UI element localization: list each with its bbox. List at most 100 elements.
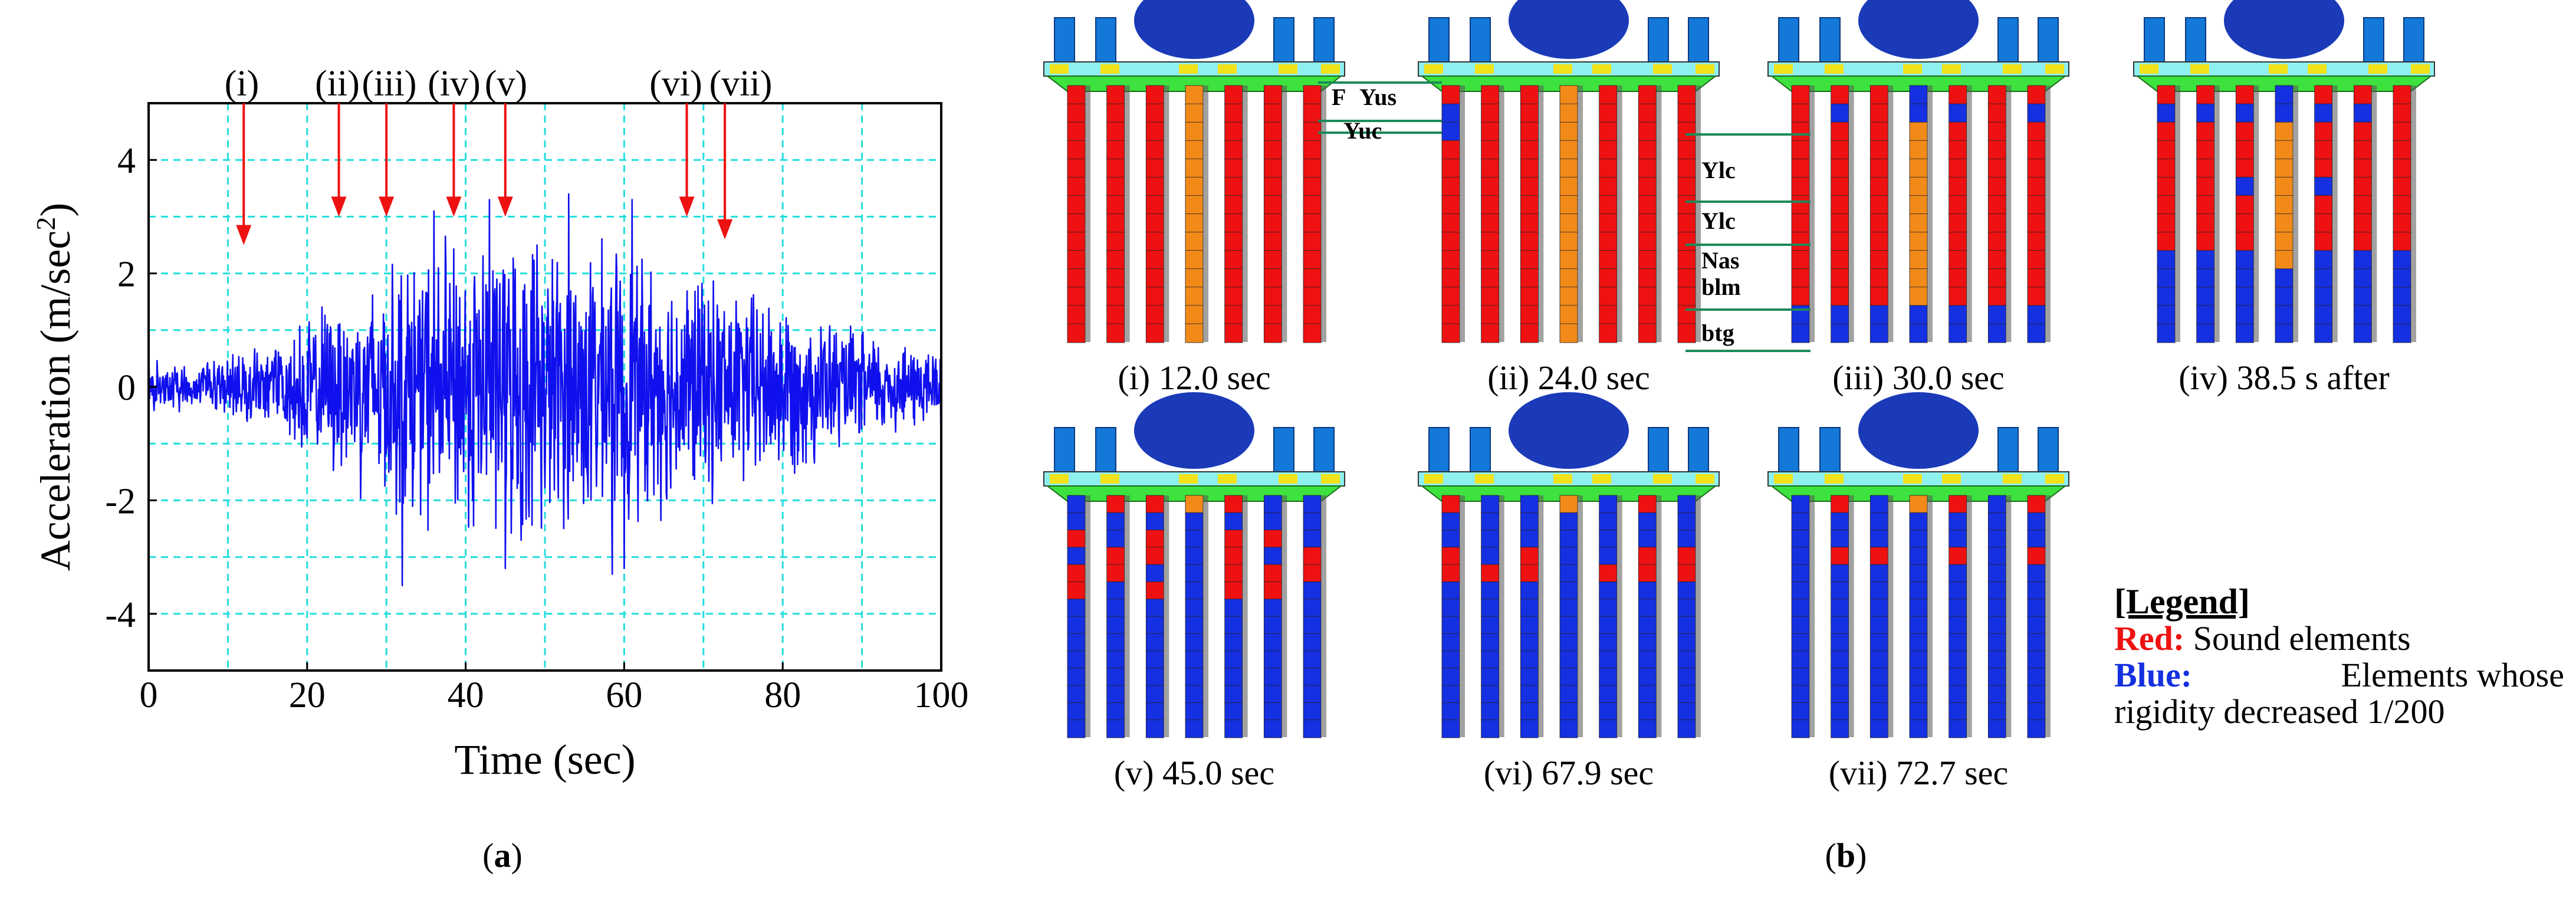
column-element [1791,121,1810,142]
column-element [2275,121,2294,142]
column-element [1145,512,1164,531]
column-element [1520,140,1539,160]
column-element [1909,213,1928,233]
column-element [1520,85,1539,105]
snapshot-4: (iv) 38.5 s after [2133,0,2435,397]
panel-label-open: ( [1825,836,1836,875]
legend-title: [Legend] [2114,582,2250,621]
column-element [1303,85,1322,105]
column-element [1559,599,1578,617]
y-tick-label: -4 [105,595,136,635]
column-element [1145,158,1164,178]
column-element [1481,158,1500,178]
column-element [2393,323,2411,343]
snapshot-caption: (iv) 38.5 s after [2179,359,2390,397]
column-element [1520,305,1539,325]
column-element [1481,650,1500,669]
column-element [1909,305,1928,325]
column-element [1791,103,1810,123]
column-element [2353,305,2372,325]
column-element [1441,702,1460,721]
column-element [1520,495,1539,514]
column-element [1949,581,1967,600]
column-element [1106,650,1125,669]
column-side-face [2006,495,2012,737]
column-element [1303,512,1322,531]
column-side-face [1321,495,1326,737]
column-element [1303,195,1322,215]
column-side-face [2175,86,2180,342]
event-arrow-head [679,196,695,217]
column-element [1303,530,1322,548]
column-element [1106,564,1125,583]
column-side-face [1578,86,1583,342]
column-element [1599,85,1618,105]
column-element [1067,232,1086,252]
column-element [2027,616,2046,635]
dome-shape [1509,0,1629,59]
column-element [1067,685,1086,704]
column-element [1677,564,1696,583]
column-element [1949,512,1967,531]
column-element [2027,250,2046,270]
column-element [1559,140,1578,160]
column-element [1185,250,1204,270]
column-element [1263,195,1282,215]
column-element [1303,158,1322,178]
column-element [1481,719,1500,738]
column-element [1677,702,1696,721]
column-element [1599,668,1618,686]
column-element [1638,668,1657,686]
column-element [1145,650,1164,669]
column-element [1791,668,1810,686]
column-element [1949,650,1967,669]
column-side-face [1966,495,1972,737]
column-element [2275,287,2294,307]
column-element [1520,158,1539,178]
column-element [1599,581,1618,600]
event-label: (vi) [649,64,702,104]
column-element [1263,685,1282,704]
column-element [2314,176,2333,196]
column-element [1638,616,1657,635]
column-side-face [1927,86,1933,342]
dome-shape [2224,0,2344,59]
column-element [1441,103,1460,123]
column-element [1791,719,1810,738]
column-element [1185,685,1204,704]
column-element [1224,140,1243,160]
column-element [1224,323,1243,343]
legend-red-text: Sound elements [2193,619,2411,658]
column-element [1067,581,1086,600]
column-element [1441,176,1460,196]
column-element [1481,103,1500,123]
column-element [2027,581,2046,600]
column-element [1520,564,1539,583]
column-element [2353,103,2372,123]
column-element [2196,323,2215,343]
column-element [1145,668,1164,686]
column-element [1987,512,2006,531]
panel-labels: (a) (b) [482,836,1867,875]
bearing-block [1774,474,1793,484]
column-element [1520,685,1539,704]
column-element [1831,323,1849,343]
column-element [1949,287,1967,307]
column-element [1185,530,1204,548]
column-element [1263,232,1282,252]
column-element [1909,616,1928,635]
column-element [1987,121,2006,142]
column-element [1559,323,1578,343]
column-element [1949,547,1967,566]
column-side-face [1321,86,1326,342]
column-element [1869,547,1888,566]
column-element [2027,268,2046,288]
x-tick-label: 0 [140,675,158,715]
column-element [1831,121,1849,142]
column-element [1677,323,1696,343]
column-element [2275,140,2294,160]
column-element [1791,140,1810,160]
bearing-block [2140,64,2158,74]
bearing-block [2045,64,2064,74]
